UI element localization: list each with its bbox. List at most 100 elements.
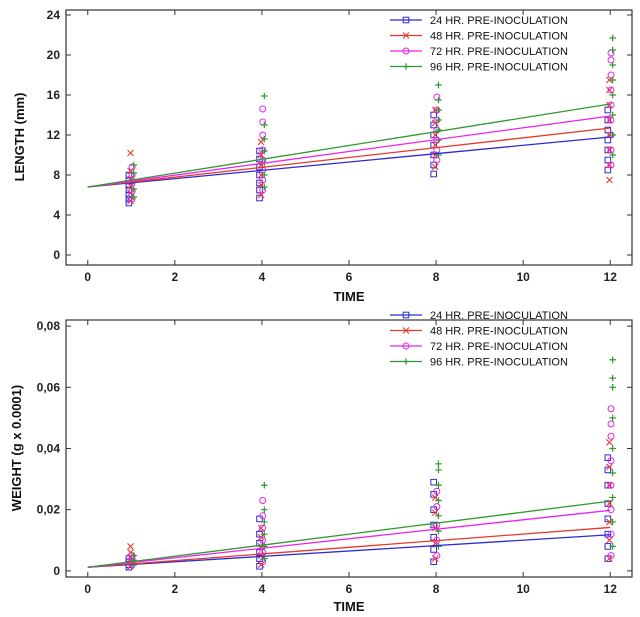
data-point bbox=[435, 512, 442, 520]
data-point bbox=[128, 195, 136, 203]
data-point bbox=[609, 445, 616, 452]
series-points bbox=[130, 34, 616, 201]
y-tick-label: 0,02 bbox=[37, 503, 61, 517]
legend-label: 24 HR. PRE-INOCULATION bbox=[430, 15, 568, 27]
series-points bbox=[128, 405, 615, 569]
data-point bbox=[609, 414, 616, 422]
data-point bbox=[130, 169, 138, 177]
data-point bbox=[606, 438, 613, 446]
data-point bbox=[128, 171, 136, 179]
data-point bbox=[257, 138, 265, 146]
data-point bbox=[607, 405, 615, 413]
x-tick-label: 12 bbox=[604, 270, 618, 284]
data-point bbox=[259, 524, 267, 532]
data-point bbox=[435, 96, 442, 104]
data-point bbox=[430, 478, 437, 486]
data-point bbox=[257, 524, 265, 532]
data-point bbox=[127, 197, 134, 205]
x-tick-label: 4 bbox=[259, 270, 266, 284]
data-point bbox=[259, 146, 267, 154]
data-point bbox=[607, 552, 615, 560]
data-point bbox=[130, 185, 138, 193]
x-axis-label: TIME bbox=[333, 599, 364, 614]
data-point bbox=[128, 187, 136, 195]
y-tick-label: 0 bbox=[53, 564, 60, 578]
data-point bbox=[607, 481, 615, 489]
y-tick-label: 0,06 bbox=[37, 380, 61, 394]
y-axis-label: WEIGHT (g x 0.0001) bbox=[9, 385, 24, 511]
data-point bbox=[430, 546, 437, 553]
data-point bbox=[607, 506, 615, 514]
data-point bbox=[433, 521, 441, 529]
data-point bbox=[604, 530, 612, 538]
data-point bbox=[607, 71, 615, 79]
legend-marker bbox=[402, 327, 410, 334]
data-point bbox=[607, 457, 615, 465]
data-point bbox=[604, 515, 612, 523]
y-tick-label: 12 bbox=[47, 128, 61, 142]
regression-line bbox=[87, 534, 611, 568]
data-point bbox=[431, 494, 439, 501]
data-point bbox=[433, 156, 441, 164]
data-point bbox=[609, 151, 616, 159]
data-point bbox=[606, 116, 613, 124]
data-point bbox=[607, 420, 615, 428]
data-point bbox=[604, 500, 612, 507]
legend-marker bbox=[402, 47, 410, 55]
regression-line bbox=[87, 526, 611, 568]
x-axis-label: TIME bbox=[333, 289, 364, 304]
legend-marker bbox=[402, 63, 410, 70]
data-point bbox=[430, 521, 437, 529]
regression-line bbox=[87, 136, 611, 188]
data-point bbox=[604, 116, 612, 124]
data-point bbox=[259, 512, 267, 520]
data-point bbox=[259, 549, 267, 557]
data-point bbox=[609, 518, 616, 526]
data-point bbox=[609, 356, 616, 364]
data-point bbox=[435, 466, 442, 474]
data-point bbox=[435, 543, 442, 550]
legend-marker bbox=[402, 311, 410, 319]
data-point bbox=[604, 481, 612, 489]
x-tick-label: 10 bbox=[516, 270, 530, 284]
y-tick-label: 8 bbox=[53, 168, 60, 182]
weight-chart: 0 2 4 6 8 10 12 0 0,02 0,04 0,06 0,08 TIME WEIGHT (… bbox=[9, 310, 633, 614]
data-point bbox=[606, 86, 613, 94]
legend-marker bbox=[402, 16, 410, 24]
data-point bbox=[261, 506, 268, 513]
y-tick-label: 24 bbox=[47, 8, 61, 22]
y-tick-label: 0,04 bbox=[37, 442, 61, 456]
data-point bbox=[607, 146, 615, 154]
y-tick-label: 4 bbox=[53, 208, 60, 222]
series-points bbox=[127, 76, 613, 205]
data-point bbox=[435, 126, 442, 134]
legend-label: 72 HR. PRE-INOCULATION bbox=[430, 341, 568, 353]
regression-line bbox=[87, 509, 611, 568]
x-tick-label: 8 bbox=[433, 582, 440, 596]
data-point bbox=[609, 91, 616, 99]
data-point bbox=[130, 552, 138, 559]
data-point bbox=[431, 509, 439, 517]
data-point bbox=[261, 481, 268, 489]
data-point bbox=[256, 194, 263, 202]
data-point bbox=[259, 497, 267, 505]
data-point bbox=[435, 106, 442, 114]
regression-line bbox=[87, 500, 611, 568]
data-point bbox=[607, 432, 615, 440]
data-point bbox=[431, 163, 439, 171]
y-tick-label: 0 bbox=[53, 248, 60, 262]
y-axis-label: LENGTH (mm) bbox=[12, 93, 27, 182]
data-point bbox=[609, 76, 616, 84]
data-point bbox=[259, 176, 267, 184]
data-point bbox=[259, 131, 267, 139]
data-point bbox=[435, 481, 442, 489]
data-point bbox=[430, 121, 437, 129]
data-point bbox=[433, 503, 441, 511]
x-tick-label: 0 bbox=[84, 582, 91, 596]
data-point bbox=[128, 163, 136, 171]
data-point bbox=[609, 46, 616, 54]
data-point bbox=[435, 116, 442, 124]
series-points bbox=[125, 106, 612, 207]
data-point bbox=[261, 171, 268, 179]
